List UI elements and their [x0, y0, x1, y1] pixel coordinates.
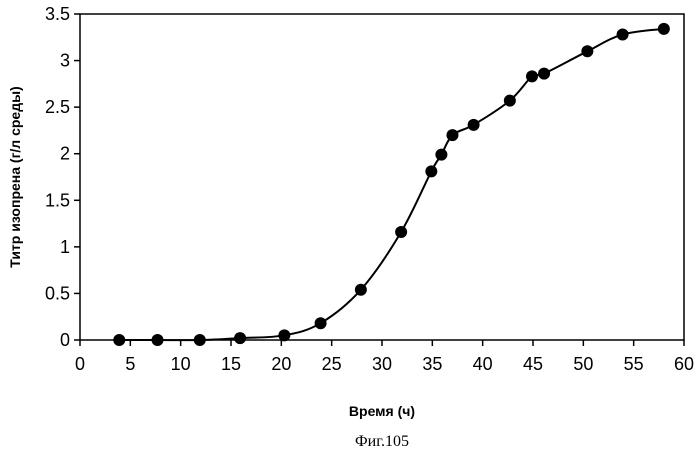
x-tick-label: 40 — [473, 354, 493, 374]
data-point — [468, 119, 480, 131]
y-tick-label: 3.5 — [45, 4, 70, 24]
x-tick-label: 45 — [523, 354, 543, 374]
x-tick-label: 5 — [125, 354, 135, 374]
data-point — [315, 317, 327, 329]
data-point — [425, 165, 437, 177]
y-tick-label: 1.5 — [45, 190, 70, 210]
data-point — [234, 332, 246, 344]
data-point — [446, 129, 458, 141]
data-points — [113, 23, 670, 346]
x-axis-title: Время (ч) — [349, 403, 415, 419]
x-axis-ticks: 0 5 10 15 20 25 30 35 40 45 50 55 60 — [75, 340, 694, 374]
x-tick-label: 60 — [674, 354, 694, 374]
data-point — [617, 28, 629, 40]
y-tick-label: 0 — [60, 330, 70, 350]
data-point — [435, 149, 447, 161]
data-point — [355, 284, 367, 296]
x-tick-label: 35 — [422, 354, 442, 374]
x-tick-label: 30 — [372, 354, 392, 374]
data-point — [504, 95, 516, 107]
x-tick-label: 25 — [322, 354, 342, 374]
data-point — [395, 226, 407, 238]
x-tick-label: 0 — [75, 354, 85, 374]
plot-area-frame — [80, 14, 684, 340]
y-axis-ticks: 0 0.5 1 1.5 2 2.5 3 3.5 — [45, 4, 80, 350]
y-tick-label: 3 — [60, 51, 70, 71]
data-point — [658, 23, 670, 35]
y-tick-label: 0.5 — [45, 283, 70, 303]
titer-curve-line — [119, 29, 664, 340]
data-point — [526, 70, 538, 82]
x-tick-label: 20 — [271, 354, 291, 374]
x-tick-label: 15 — [221, 354, 241, 374]
y-tick-label: 1 — [60, 237, 70, 257]
data-point — [538, 68, 550, 80]
x-tick-label: 55 — [624, 354, 644, 374]
figure-caption: Фиг.105 — [355, 433, 409, 450]
data-point — [581, 45, 593, 57]
x-tick-label: 50 — [573, 354, 593, 374]
x-tick-label: 10 — [171, 354, 191, 374]
y-tick-label: 2 — [60, 144, 70, 164]
y-axis-title: Титр изопрена (г/л среды) — [7, 86, 23, 267]
y-tick-label: 2.5 — [45, 97, 70, 117]
